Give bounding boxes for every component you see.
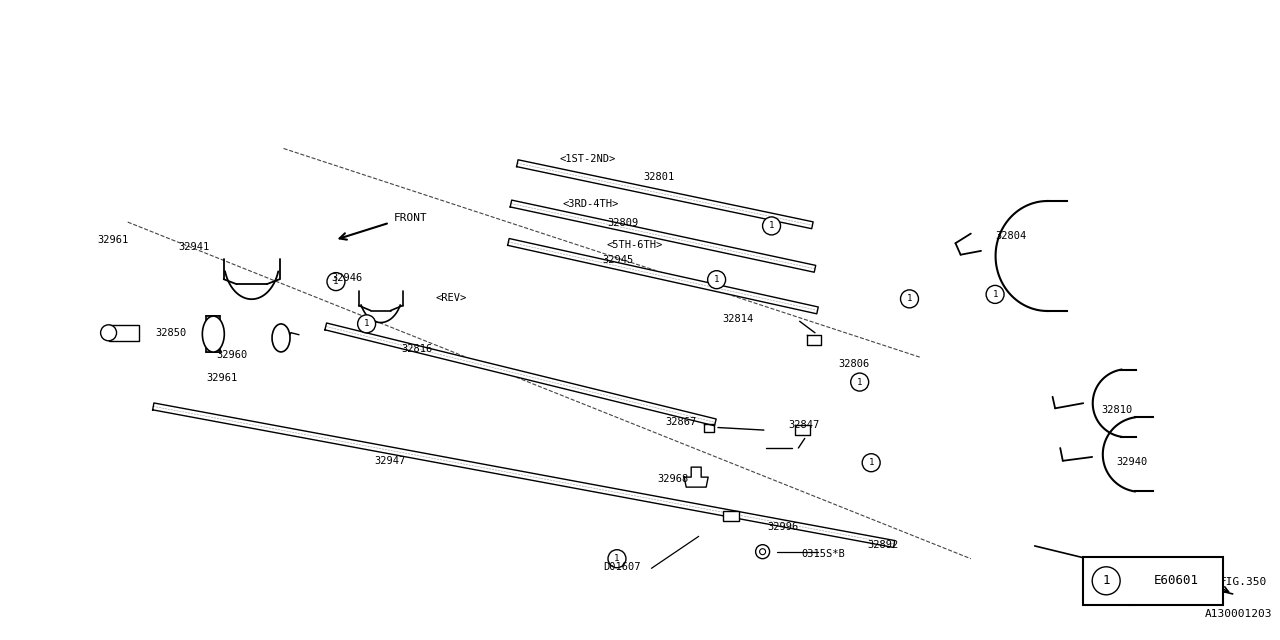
Text: 32810: 32810 xyxy=(1101,405,1133,415)
Text: D01607: D01607 xyxy=(603,562,641,572)
Text: 1: 1 xyxy=(333,277,339,286)
Text: 32996: 32996 xyxy=(768,522,799,532)
Polygon shape xyxy=(152,403,895,547)
Text: 1: 1 xyxy=(364,319,370,328)
Text: 0315S*B: 0315S*B xyxy=(801,549,845,559)
Bar xyxy=(723,511,739,521)
Bar xyxy=(1083,557,1222,605)
Text: 32814: 32814 xyxy=(722,314,754,324)
Text: 32940: 32940 xyxy=(1116,457,1148,467)
Circle shape xyxy=(101,325,116,341)
Circle shape xyxy=(901,290,919,308)
Circle shape xyxy=(759,548,765,555)
Polygon shape xyxy=(685,467,708,487)
Text: 1: 1 xyxy=(614,554,620,563)
Text: 1: 1 xyxy=(1102,574,1110,588)
Circle shape xyxy=(986,285,1004,303)
Text: 1: 1 xyxy=(869,458,874,467)
Circle shape xyxy=(755,545,769,559)
Text: 32867: 32867 xyxy=(664,417,696,428)
Text: 32847: 32847 xyxy=(788,420,819,430)
Polygon shape xyxy=(517,160,813,228)
Text: 32801: 32801 xyxy=(644,172,675,182)
Text: 1: 1 xyxy=(858,378,863,387)
Circle shape xyxy=(326,273,344,291)
Circle shape xyxy=(763,217,781,235)
Text: 32968: 32968 xyxy=(657,474,689,484)
Circle shape xyxy=(357,315,375,333)
Ellipse shape xyxy=(202,316,224,352)
Text: 32945: 32945 xyxy=(603,255,634,265)
Text: E60601: E60601 xyxy=(1153,574,1198,588)
Text: 1: 1 xyxy=(992,290,998,299)
Text: FIG.350: FIG.350 xyxy=(1220,577,1267,588)
Circle shape xyxy=(851,373,869,391)
Text: <REV>: <REV> xyxy=(435,292,467,303)
Polygon shape xyxy=(511,200,815,272)
Text: 1: 1 xyxy=(906,294,913,303)
Bar xyxy=(206,316,220,352)
Text: 32892: 32892 xyxy=(868,540,899,550)
Ellipse shape xyxy=(273,324,291,352)
Bar xyxy=(109,325,138,341)
Text: 1: 1 xyxy=(714,275,719,284)
Text: 32806: 32806 xyxy=(838,358,869,369)
Polygon shape xyxy=(325,323,717,426)
Text: <3RD-4TH>: <3RD-4TH> xyxy=(562,198,618,209)
Text: 1: 1 xyxy=(769,221,774,230)
Text: <5TH-6TH>: <5TH-6TH> xyxy=(607,240,663,250)
Polygon shape xyxy=(508,239,818,314)
Text: 32947: 32947 xyxy=(374,456,406,467)
Circle shape xyxy=(608,550,626,568)
Text: <1ST-2ND>: <1ST-2ND> xyxy=(559,154,616,164)
Text: FRONT: FRONT xyxy=(393,212,428,223)
Circle shape xyxy=(708,271,726,289)
Text: A130001203: A130001203 xyxy=(1204,609,1272,620)
Text: 32809: 32809 xyxy=(608,218,639,228)
Text: 32961: 32961 xyxy=(97,235,128,245)
Text: 32941: 32941 xyxy=(178,242,210,252)
Text: 32850: 32850 xyxy=(155,328,187,338)
Circle shape xyxy=(1092,567,1120,595)
Text: 32804: 32804 xyxy=(995,230,1027,241)
Text: 32960: 32960 xyxy=(216,349,248,360)
Text: 32946: 32946 xyxy=(332,273,362,284)
Circle shape xyxy=(863,454,881,472)
Text: 32961: 32961 xyxy=(206,372,238,383)
Text: 32816: 32816 xyxy=(401,344,433,355)
